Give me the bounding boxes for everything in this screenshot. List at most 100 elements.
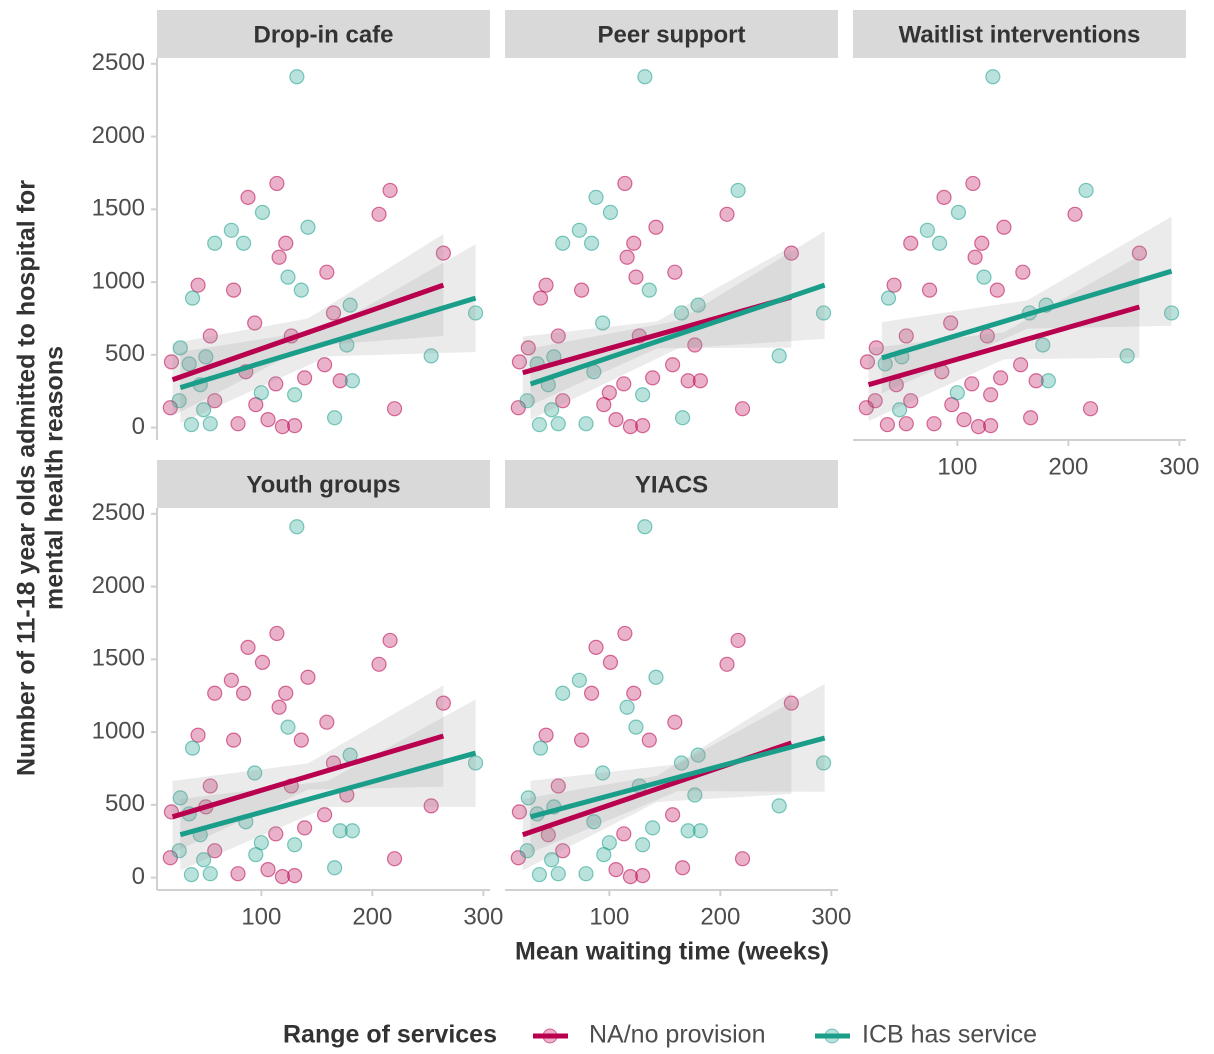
point [532, 290, 549, 306]
point [467, 305, 484, 321]
point [531, 866, 548, 883]
point [555, 393, 571, 409]
point [225, 282, 242, 298]
point [898, 416, 914, 432]
point [637, 69, 653, 85]
point [520, 790, 536, 806]
y-tick-label: 2500 [92, 49, 145, 76]
point [635, 387, 651, 403]
point [903, 393, 919, 409]
facet-panel: Peer support [505, 10, 838, 435]
point [268, 826, 284, 842]
point [327, 860, 343, 876]
point [240, 639, 256, 656]
point [858, 400, 874, 416]
point [648, 219, 664, 235]
point [588, 639, 604, 656]
point [555, 235, 571, 251]
point [519, 843, 535, 859]
point [1013, 357, 1029, 373]
point [868, 340, 884, 356]
point [667, 264, 683, 280]
point [386, 851, 403, 867]
point [622, 869, 639, 885]
point [300, 219, 316, 235]
point [198, 349, 214, 365]
point [423, 798, 439, 814]
confidence-band [172, 685, 444, 853]
facet-title: Peer support [597, 21, 745, 48]
facet-strip [505, 10, 838, 58]
point [680, 823, 696, 839]
y-tick-label: 0 [132, 413, 145, 440]
x-axis-title: Mean waiting time (weeks) [515, 938, 829, 966]
point [287, 387, 303, 403]
point [190, 277, 206, 293]
point [268, 376, 284, 392]
point [1022, 410, 1039, 426]
point [949, 385, 965, 401]
point [674, 860, 691, 876]
point [680, 373, 696, 389]
point [332, 373, 348, 389]
point [163, 354, 180, 370]
point [287, 867, 303, 884]
confidence-band [180, 244, 476, 424]
point [196, 402, 212, 418]
point [616, 376, 632, 392]
point [332, 823, 348, 839]
y-axis-title-line: mental health reasons [41, 346, 69, 610]
point [588, 189, 604, 206]
legend-label: ICB has service [862, 1021, 1037, 1049]
y-tick-label: 1000 [92, 267, 145, 294]
point [207, 843, 223, 859]
confidence-band [522, 246, 792, 409]
point [976, 269, 992, 285]
fit-line [529, 735, 826, 820]
point [254, 654, 271, 671]
point [1015, 264, 1031, 280]
point [207, 685, 223, 701]
point [172, 340, 188, 356]
point [622, 419, 639, 435]
point [771, 798, 787, 814]
point [538, 277, 554, 293]
facet-panel: YIACS 100 200 300 [505, 460, 851, 930]
point [608, 862, 624, 878]
point [586, 814, 602, 830]
point [859, 354, 876, 370]
x-tick-label: 200 [352, 903, 392, 930]
point [730, 632, 746, 649]
point [1035, 337, 1051, 353]
point [783, 695, 799, 711]
point [921, 282, 938, 298]
point [602, 654, 619, 671]
point [665, 357, 681, 373]
point [1078, 182, 1094, 199]
point [344, 823, 360, 839]
point [596, 847, 612, 863]
point [641, 732, 657, 748]
point [550, 328, 566, 344]
point [269, 175, 285, 192]
confidence-band [180, 699, 476, 871]
y-axis-title: Number of 11-18 year olds admitted to ho… [13, 180, 69, 776]
x-tick-label: 300 [463, 903, 503, 930]
point [628, 269, 644, 285]
point [319, 714, 335, 730]
legend-item: ICB has service [815, 1021, 1037, 1049]
point [573, 732, 590, 748]
point [467, 755, 484, 771]
point [511, 354, 528, 370]
point [595, 315, 611, 331]
x-tick-label: 100 [937, 453, 977, 480]
point [344, 373, 360, 389]
point [532, 740, 549, 756]
facet-strip [157, 460, 490, 508]
fit-line [171, 282, 445, 383]
fit-line [529, 282, 826, 387]
point [648, 669, 664, 685]
point [886, 277, 902, 293]
point [983, 417, 999, 434]
